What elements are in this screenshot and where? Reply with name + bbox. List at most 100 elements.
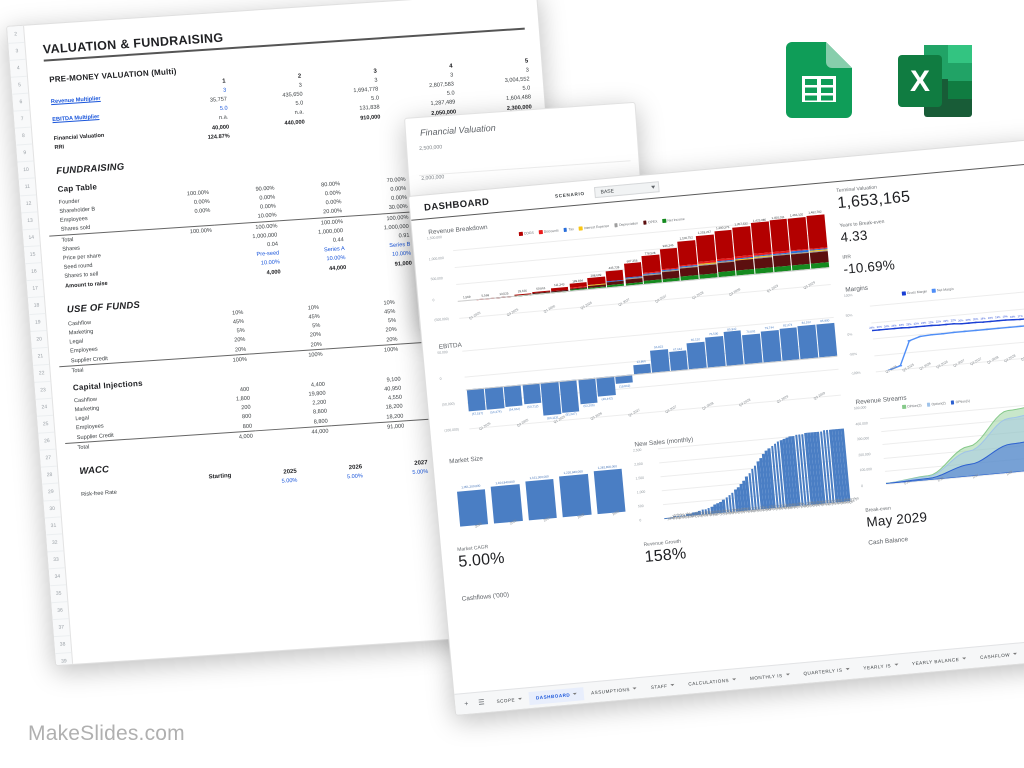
legend-swatch (926, 402, 931, 407)
axis-tick-label: (50,000) (441, 401, 455, 407)
data-point-label: 22% (950, 319, 957, 323)
bar-stack (623, 262, 643, 286)
bar-value-label: (19,842) (618, 383, 631, 389)
chevron-down-icon[interactable] (785, 673, 790, 676)
sheet-tab-label: YEARLY BALANCE (911, 656, 960, 666)
bar (596, 376, 616, 397)
chevron-down-icon[interactable] (670, 683, 675, 687)
row-number: 3 (8, 42, 26, 61)
data-point-label: 23% (906, 322, 912, 327)
sheet-tab-staff[interactable]: STAFF (643, 678, 682, 694)
chart-new-sales[interactable]: 2,500 2,000 1,500 1,000 500 0 Jan 25 Feb 25 Mar… (632, 428, 860, 534)
axis-tick-label: (500,000) (434, 316, 449, 323)
svg-text:X: X (910, 65, 930, 98)
bar-value-label: (63,206) (583, 403, 595, 409)
sheet-tab-assumptions[interactable]: ASSUMPTIONS (584, 681, 645, 699)
chevron-down-icon[interactable] (893, 663, 899, 666)
row-number: 17 (26, 280, 44, 299)
sheet-tab-monthly-is[interactable]: MONTHLY IS (742, 667, 797, 685)
axis-tick-label: 50,000 (437, 350, 448, 355)
chevron-down-icon[interactable] (845, 667, 850, 671)
bar (522, 382, 542, 405)
row-number: 8 (14, 127, 33, 146)
margins-lines (870, 290, 1024, 371)
axis-tick-label: 50% (845, 312, 853, 318)
row-number: 31 (44, 517, 63, 536)
row-number: 25 (37, 415, 55, 434)
bar-segment (714, 229, 735, 260)
axis-tick-label: -100% (850, 370, 861, 376)
bar-stack (806, 214, 829, 269)
row-number: 7 (13, 110, 31, 129)
sheet-tab-scope[interactable]: SCOPE (489, 692, 530, 709)
bar-value-label: 82,274 (783, 322, 793, 328)
row-number: 27 (39, 449, 57, 468)
row-number: 2 (7, 25, 25, 44)
add-sheet-icon[interactable]: + (463, 700, 469, 708)
bar-value-label: 23,866 (636, 359, 646, 364)
bar-column: 1,051,200,000 (455, 464, 489, 527)
legend-swatch (931, 288, 936, 293)
chevron-down-icon[interactable] (517, 697, 523, 701)
legend-swatch (642, 220, 647, 225)
row-number: 24 (35, 398, 54, 417)
row-number: 13 (21, 212, 39, 231)
scenario-dropdown[interactable]: BASE (594, 181, 660, 199)
chevron-down-icon[interactable] (1012, 652, 1018, 656)
bar (559, 379, 580, 413)
bar-value-label: 74,691 (746, 329, 756, 334)
row-number: 9 (16, 144, 34, 163)
bar (760, 329, 782, 363)
chevron-down-icon[interactable] (962, 657, 967, 660)
sheet-tab-label: YEARLY IS (863, 662, 892, 671)
bar (705, 336, 726, 368)
axis-tick-label: 0 (432, 297, 435, 302)
row-number: 34 (48, 568, 67, 587)
google-sheets-icon (786, 42, 852, 118)
sheet-tab-calculations[interactable]: CALCULATIONS (681, 672, 744, 691)
data-point-label: 23% (920, 321, 927, 326)
chart-revenue-streams[interactable]: OPtion(3) Option(2) OPtion(1) 500,000 400,0… (854, 390, 1024, 500)
legend-item: OPtion(1) (950, 399, 970, 405)
bar-value-label: 47,644 (672, 346, 683, 352)
bar (456, 488, 489, 527)
axis-tick-label: 500,000 (430, 276, 444, 282)
axis-tick-label: 1,500,000 (426, 235, 443, 241)
axis-tick-label: 200,000 (858, 451, 871, 458)
bar (797, 324, 819, 360)
chevron-down-icon[interactable] (731, 678, 737, 681)
legend-item: Net Income (662, 217, 685, 223)
legend-swatch (662, 219, 667, 223)
axis-tick-label: -50% (848, 351, 858, 357)
axis-tick-label: 2,500 (632, 447, 642, 453)
sheet-tab-yearly-balance[interactable]: YEARLY BALANCE (904, 651, 973, 670)
sheet-tab-cashflow[interactable]: CASHFLOW (973, 647, 1024, 665)
data-point-label: 24% (891, 324, 897, 328)
data-point-label: 19% (995, 316, 1001, 320)
legend-item: Option(2) (926, 401, 946, 407)
bar (593, 468, 626, 515)
sheet-tab-yearly-is[interactable]: YEARLY IS (856, 657, 906, 674)
chart-market-size[interactable]: 1,051,200,000 1,104,840,000 1,161,300,000 1… (448, 451, 632, 541)
chevron-down-icon[interactable] (632, 687, 637, 690)
chevron-down-icon (651, 185, 656, 189)
bar-value-label: 56,823 (653, 344, 664, 350)
data-point-label: 24% (876, 325, 882, 329)
row-number: 39 (55, 653, 73, 667)
data-point-label: 19% (987, 316, 994, 321)
sheet-tab-quarterly-is[interactable]: QUARTERLY IS (796, 662, 857, 680)
bar-value-label: 60,661 (536, 286, 546, 291)
all-sheets-icon[interactable]: ☰ (478, 699, 485, 707)
chart-margins[interactable]: Gross Margin Net Margin 100% 50% 0% -50% -100… (844, 278, 1024, 388)
axis-tick-label: 0 (639, 518, 642, 523)
sheet-tab-dashboard[interactable]: DASHBOARD (528, 686, 585, 705)
bar-value-label: (54,662) (508, 406, 521, 412)
chevron-down-icon[interactable] (573, 692, 578, 696)
row-number: 12 (20, 195, 38, 214)
bar (577, 377, 598, 404)
legend-item: Gross Margin (901, 289, 927, 296)
bar-stack (641, 254, 662, 284)
spreadsheet-dashboard[interactable]: DASHBOARD SCENARIO BASE Revenue Breakdow… (408, 138, 1024, 716)
watermark: MakeSlides.com (28, 722, 185, 745)
